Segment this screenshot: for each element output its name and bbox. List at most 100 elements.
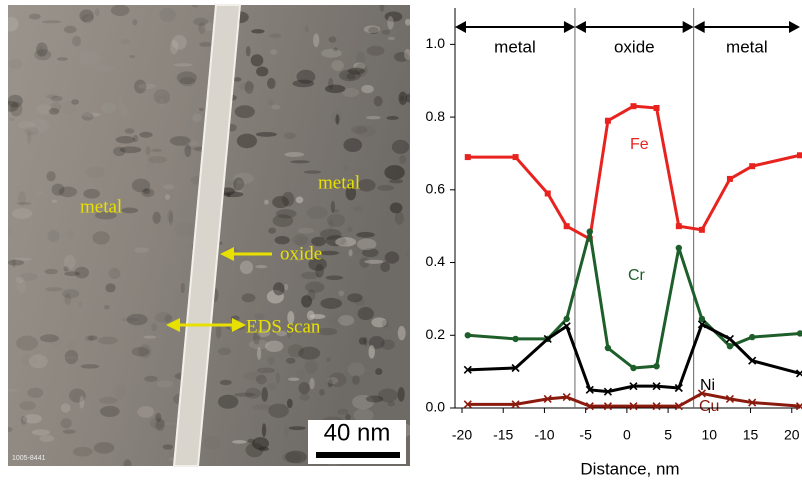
texture: [243, 371, 265, 381]
texture: [255, 264, 268, 269]
texture: [347, 293, 363, 303]
texture: [287, 344, 304, 358]
texture: [327, 379, 333, 388]
texture: [173, 222, 194, 237]
x-tick-label: -10: [534, 427, 554, 443]
texture: [156, 380, 174, 388]
arrow-head: [220, 247, 234, 261]
texture: [298, 382, 310, 395]
texture: [298, 346, 321, 360]
texture: [110, 5, 130, 17]
texture: [164, 194, 171, 200]
texture: [94, 211, 117, 220]
texture: [387, 36, 396, 41]
texture: [315, 263, 324, 278]
texture: [296, 69, 316, 84]
x-axis-label: Distance, nm: [580, 459, 679, 478]
texture: [22, 413, 42, 424]
marker: [511, 363, 520, 373]
texture: [320, 297, 343, 309]
texture: [118, 97, 123, 110]
texture: [215, 323, 222, 339]
texture: [63, 266, 69, 272]
texture: [193, 17, 209, 26]
texture: [354, 298, 366, 306]
texture: [282, 451, 302, 463]
texture: [272, 195, 289, 209]
region-label: metal: [494, 37, 536, 56]
texture: [101, 102, 117, 114]
texture: [171, 35, 187, 50]
texture: [364, 259, 384, 264]
texture: [328, 219, 334, 230]
texture: [270, 49, 278, 55]
arrow-head: [693, 21, 705, 33]
texture: [123, 459, 132, 466]
texture: [145, 146, 151, 156]
texture: [49, 423, 55, 434]
texture: [38, 46, 44, 56]
marker: [585, 402, 594, 411]
texture: [97, 336, 118, 345]
texture: [304, 25, 309, 33]
texture: [304, 360, 318, 374]
texture: [68, 388, 86, 403]
texture: [85, 166, 105, 177]
marker: [797, 152, 802, 159]
texture: [325, 275, 344, 280]
texture: [152, 211, 161, 224]
texture: [328, 36, 337, 43]
marker: [748, 333, 756, 341]
x-tick-label: 20: [784, 427, 800, 443]
texture: [179, 76, 196, 87]
marker: [725, 394, 734, 403]
marker: [543, 394, 552, 403]
x-tick-label: -15: [493, 427, 513, 443]
series-label: Cr: [628, 267, 646, 284]
texture: [39, 434, 55, 443]
texture: [239, 82, 255, 91]
texture: [384, 11, 403, 22]
texture: [236, 133, 258, 149]
texture: [85, 15, 93, 25]
texture: [222, 191, 244, 198]
x-tick-label: -5: [579, 427, 592, 443]
texture: [324, 84, 346, 94]
texture: [303, 170, 322, 174]
texture: [301, 271, 319, 280]
texture: [63, 356, 82, 360]
texture: [256, 346, 262, 360]
texture: [253, 313, 266, 320]
texture: [286, 398, 293, 409]
texture: [56, 57, 69, 61]
texture: [313, 33, 320, 48]
texture: [40, 334, 59, 343]
texture: [71, 99, 79, 105]
texture: [357, 179, 376, 192]
label-metal: metal: [80, 196, 122, 217]
texture: [64, 271, 81, 277]
texture: [261, 423, 267, 437]
texture: [267, 77, 276, 89]
marker: [630, 103, 637, 110]
texture: [340, 238, 348, 247]
texture: [381, 29, 391, 35]
texture: [363, 25, 381, 34]
texture: [162, 184, 175, 190]
texture: [348, 249, 353, 257]
texture: [115, 136, 136, 144]
texture: [345, 413, 351, 421]
marker: [543, 334, 552, 343]
texture: [9, 117, 15, 121]
texture: [256, 66, 269, 77]
texture: [264, 340, 284, 353]
marker: [511, 400, 520, 409]
texture: [63, 25, 77, 34]
texture: [16, 201, 32, 206]
texture: [143, 188, 151, 195]
texture: [268, 227, 277, 234]
label-oxide: oxide: [280, 243, 322, 264]
y-tick-label: 0.0: [426, 399, 446, 415]
texture: [292, 234, 308, 246]
x-tick-label: 10: [702, 427, 718, 443]
